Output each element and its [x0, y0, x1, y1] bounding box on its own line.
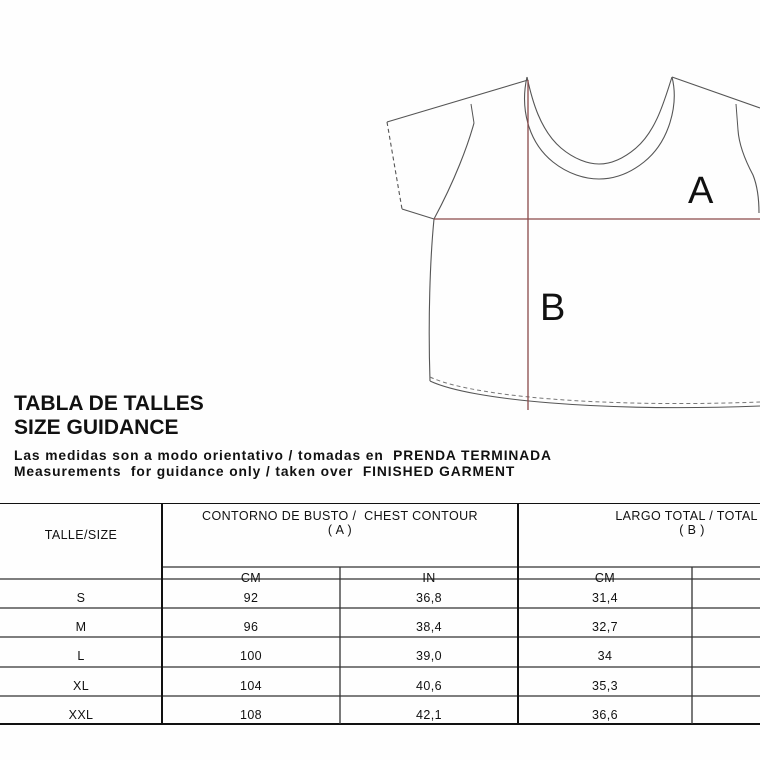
svg-text:B: B — [540, 287, 565, 329]
svg-text:A: A — [688, 170, 714, 212]
